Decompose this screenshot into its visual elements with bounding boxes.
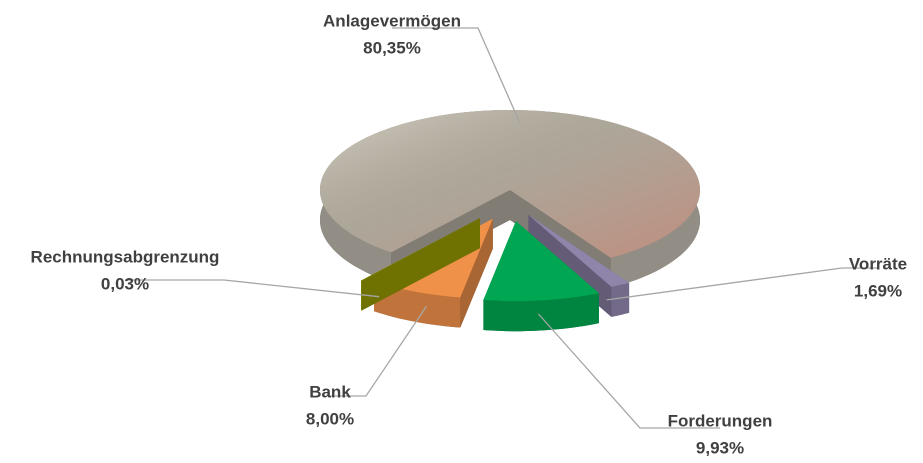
pie-slice	[320, 110, 700, 288]
slice-wall	[361, 218, 480, 311]
value-label: 80,35%	[363, 38, 421, 57]
value-label: 9,93%	[696, 438, 744, 457]
slice-top	[528, 214, 630, 287]
leader-line	[538, 313, 720, 429]
slice-side	[374, 281, 461, 328]
slice-side	[483, 293, 599, 332]
value-label: 0,03%	[101, 274, 149, 293]
leader-line	[330, 305, 428, 397]
leader-line	[125, 279, 380, 298]
slice-side	[611, 282, 630, 317]
slice-texture	[320, 110, 700, 258]
pie	[320, 110, 700, 332]
category-label: Bank	[309, 382, 351, 401]
leader-line	[606, 267, 878, 301]
pie-slice	[483, 221, 599, 332]
labels: Anlagevermögen 80,35% Vorräte 1,69% Forderun…	[31, 11, 908, 457]
category-label: Forderungen	[668, 411, 773, 430]
pie-slice	[361, 218, 480, 311]
category-label: Anlagevermögen	[323, 11, 461, 30]
slice-top	[361, 218, 480, 281]
slice-top	[483, 221, 599, 302]
value-label: 1,69%	[854, 281, 902, 300]
value-label: 8,00%	[306, 409, 354, 428]
category-label: Rechnungsabgrenzung	[31, 247, 220, 266]
category-label: Vorräte	[849, 254, 907, 273]
leader-line	[392, 27, 521, 123]
